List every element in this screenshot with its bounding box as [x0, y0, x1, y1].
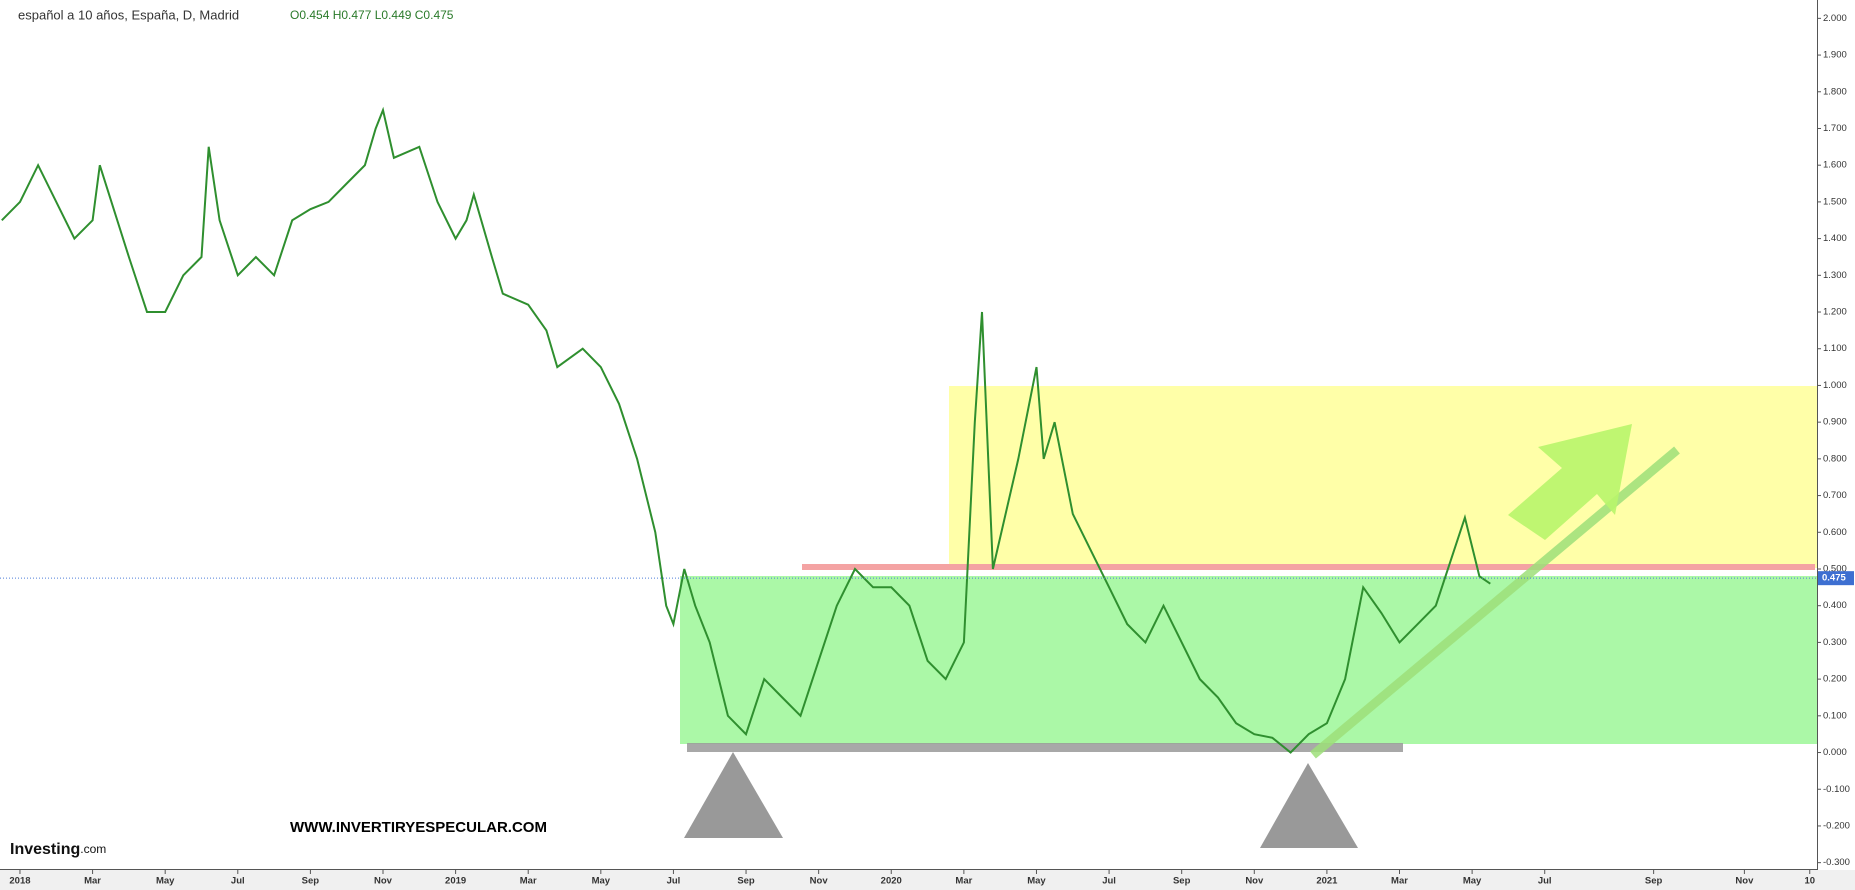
ohlc: O0.454 H0.477 L0.449 C0.475	[290, 8, 454, 22]
x-tick-label: May	[156, 876, 175, 887]
watermark: WWW.INVERTIRYESPECULAR.COM	[290, 819, 547, 836]
x-tick-label: 10	[1804, 876, 1815, 887]
y-tick-label: 1.700	[1823, 123, 1847, 134]
x-tick-label: Sep	[1645, 876, 1663, 887]
x-tick-label: May	[592, 876, 611, 887]
y-tick-label: 0.000	[1823, 747, 1847, 758]
x-tick-label: Nov	[1245, 876, 1264, 887]
x-tick-label: Mar	[84, 876, 101, 887]
price-line	[1, 106, 1491, 754]
y-tick-label: 1.300	[1823, 270, 1847, 281]
y-tick-label: 0.100	[1823, 710, 1847, 721]
x-tick-label: Mar	[520, 876, 537, 887]
y-axis-line	[1817, 0, 1818, 870]
y-tick-label: 1.400	[1823, 233, 1847, 244]
y-tick-label: 0.200	[1823, 674, 1847, 685]
x-tick-label: Mar	[955, 876, 972, 887]
y-tick-label: 0.300	[1823, 637, 1847, 648]
y-tick-label: 1.100	[1823, 343, 1847, 354]
base-bar	[687, 743, 1403, 752]
resistance-line	[802, 564, 1815, 570]
y-tick-label: 0.800	[1823, 453, 1847, 464]
x-tick-label: May	[1463, 876, 1482, 887]
y-tick-label: 1.800	[1823, 86, 1847, 97]
x-tick-label: Jul	[1538, 876, 1552, 887]
y-tick-label: 2.000	[1823, 13, 1847, 24]
x-tick-label: May	[1027, 876, 1046, 887]
y-tick-label: 0.900	[1823, 417, 1847, 428]
y-tick-label: 1.500	[1823, 196, 1847, 207]
y-tick-label: 0.500	[1823, 564, 1847, 575]
resistance-zone	[949, 386, 1817, 568]
x-tick-label: Sep	[1173, 876, 1191, 887]
last-price-label: 0.475	[1822, 573, 1846, 584]
logo-suffix: .com	[80, 842, 106, 856]
x-tick-label: 2019	[445, 876, 466, 887]
y-tick-label: 1.600	[1823, 160, 1847, 171]
x-tick-label: Jul	[231, 876, 245, 887]
chart-title: español a 10 años, España, D, Madrid	[18, 7, 239, 22]
x-tick-label: 2021	[1316, 876, 1338, 887]
x-tick-label: Sep	[737, 876, 755, 887]
y-tick-label: 0.600	[1823, 527, 1847, 538]
up-arrow	[1508, 424, 1632, 540]
last-price-box	[1818, 571, 1854, 586]
y-tick-label: -0.200	[1823, 820, 1850, 831]
x-tick-label: Nov	[810, 876, 829, 887]
triangle	[684, 752, 783, 838]
x-axis-bar	[0, 870, 1855, 890]
x-tick-label: Sep	[302, 876, 320, 887]
triangle	[1260, 763, 1358, 848]
y-tick-label: -0.300	[1823, 857, 1850, 868]
support-zone	[680, 576, 1817, 744]
y-tick-label: -0.100	[1823, 784, 1850, 795]
x-tick-label: Nov	[1735, 876, 1754, 887]
y-tick-label: 1.000	[1823, 380, 1847, 391]
x-tick-label: Nov	[374, 876, 393, 887]
x-tick-label: 2020	[881, 876, 902, 887]
y-tick-label: 0.700	[1823, 490, 1847, 501]
y-tick-label: 0.400	[1823, 600, 1847, 611]
x-tick-label: Jul	[667, 876, 681, 887]
logo: Investing.com	[10, 841, 106, 858]
y-tick-label: 1.900	[1823, 50, 1847, 61]
x-tick-label: 2018	[9, 876, 30, 887]
y-tick-label: 1.200	[1823, 307, 1847, 318]
x-tick-label: Jul	[1102, 876, 1116, 887]
x-tick-label: Mar	[1391, 876, 1408, 887]
x-axis-line	[0, 869, 1817, 870]
logo-main: Investing	[10, 841, 80, 858]
